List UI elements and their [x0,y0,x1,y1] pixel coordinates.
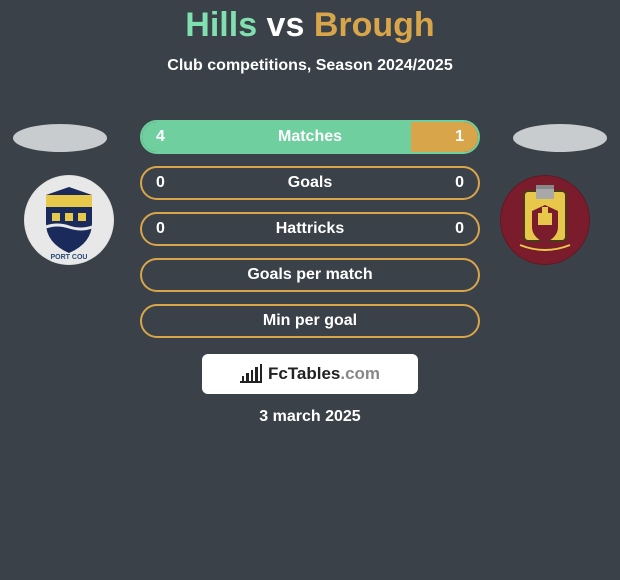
player1-photo-placeholder [13,124,107,152]
stat-value-left: 0 [156,174,165,192]
page-title: Hills vs Brough [0,0,620,45]
stat-value-left: 0 [156,220,165,238]
stat-value-right: 0 [455,220,464,238]
stat-label: Min per goal [142,312,478,330]
stat-value-left: 4 [156,128,165,146]
stat-row: Min per goal [140,304,480,338]
bar-chart-icon [240,365,262,383]
logo-text: FcTables.com [268,364,380,384]
date: 3 march 2025 [0,408,620,426]
fctables-logo: FcTables.com [202,354,418,394]
vs-text: vs [257,6,314,44]
stat-bar-left [142,122,411,152]
player2-name: Brough [314,6,435,44]
player2-club-crest [500,175,590,265]
stat-value-right: 0 [455,174,464,192]
stat-row: 41Matches [140,120,480,154]
player1-name: Hills [185,6,257,44]
stat-row: 0 0Goals [140,166,480,200]
stat-label: Goals [142,174,478,192]
stat-row: 0 0Hattricks [140,212,480,246]
stat-label: Goals per match [142,266,478,284]
subtitle: Club competitions, Season 2024/2025 [0,57,620,75]
svg-text:PORT COU: PORT COU [51,254,88,261]
player1-club-crest: PORT COU [24,175,114,265]
stat-row: Goals per match [140,258,480,292]
stat-value-right: 1 [455,128,464,146]
stat-label: Hattricks [142,220,478,238]
player2-photo-placeholder [513,124,607,152]
stats-container: 41Matches00Goals00HattricksGoals per mat… [140,120,480,350]
stat-bar-right [411,122,478,152]
